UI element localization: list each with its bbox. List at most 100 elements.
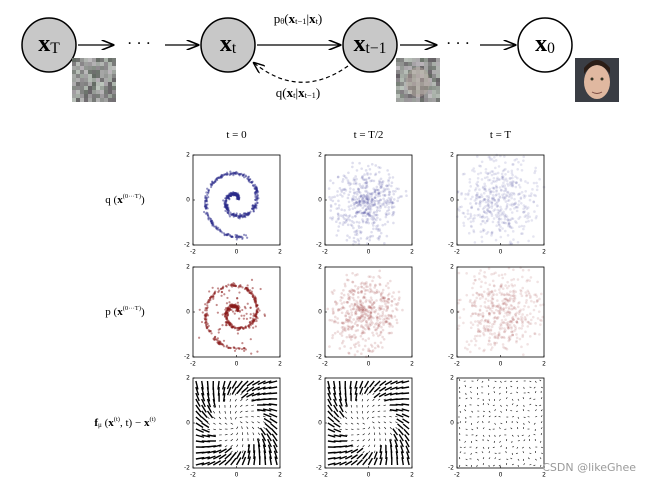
noise-pixel bbox=[100, 62, 104, 66]
sample-point bbox=[370, 199, 373, 202]
sample-point bbox=[495, 178, 499, 181]
sample-point bbox=[235, 308, 238, 311]
sample-point bbox=[369, 311, 373, 315]
sample-point bbox=[515, 320, 519, 324]
sample-point bbox=[400, 195, 403, 198]
sample-point bbox=[513, 297, 517, 300]
sample-point bbox=[230, 214, 234, 217]
sample-point bbox=[366, 193, 369, 196]
sample-point bbox=[535, 214, 538, 218]
sample-point bbox=[340, 326, 344, 329]
vector bbox=[219, 428, 222, 430]
sample-point bbox=[489, 211, 493, 214]
vector bbox=[242, 438, 244, 442]
vector bbox=[403, 428, 410, 436]
sample-point bbox=[352, 236, 356, 240]
noise-pixel bbox=[404, 94, 408, 98]
noise-pixel bbox=[100, 66, 104, 70]
sample-point bbox=[376, 188, 380, 192]
vector bbox=[267, 444, 272, 454]
vector bbox=[246, 426, 249, 430]
sample-point bbox=[511, 183, 515, 186]
y-tick-label: -2 bbox=[316, 242, 322, 249]
sample-point bbox=[370, 214, 373, 218]
vector bbox=[492, 404, 495, 406]
sample-point bbox=[378, 218, 382, 221]
sample-point bbox=[383, 296, 386, 300]
vector bbox=[390, 432, 392, 436]
sample-point bbox=[386, 199, 390, 203]
sample-point bbox=[481, 186, 485, 190]
sample-point bbox=[494, 194, 498, 197]
sample-point bbox=[479, 200, 482, 203]
sample-point bbox=[251, 181, 254, 184]
sample-point bbox=[510, 226, 514, 230]
sample-point bbox=[365, 309, 368, 312]
vector bbox=[362, 458, 369, 466]
vector bbox=[465, 458, 468, 461]
sample-point bbox=[373, 291, 377, 295]
sample-point bbox=[355, 210, 359, 214]
vector bbox=[516, 404, 519, 407]
sample-point bbox=[366, 199, 370, 202]
sample-point bbox=[486, 292, 489, 295]
noise-pixel bbox=[436, 82, 440, 86]
sample-point bbox=[501, 221, 504, 224]
sample-point bbox=[382, 308, 386, 311]
sample-point bbox=[486, 203, 489, 207]
sample-point bbox=[476, 207, 480, 211]
sample-point bbox=[479, 293, 482, 296]
sample-point bbox=[529, 295, 532, 298]
sample-point bbox=[364, 208, 368, 212]
sample-point bbox=[493, 335, 497, 338]
sample-point bbox=[337, 308, 340, 312]
sample-point bbox=[512, 163, 515, 166]
sample-point bbox=[507, 284, 511, 288]
sample-point bbox=[363, 204, 366, 208]
vector bbox=[242, 450, 244, 454]
sample-point bbox=[510, 196, 513, 200]
sample-point bbox=[474, 278, 477, 282]
sample-point bbox=[501, 175, 504, 178]
sample-point bbox=[501, 184, 504, 187]
sample-point bbox=[372, 199, 375, 202]
sample-point bbox=[366, 289, 370, 292]
sample-point bbox=[479, 304, 483, 308]
sample-point bbox=[387, 286, 390, 290]
noise-pixel bbox=[108, 94, 112, 98]
sample-point bbox=[360, 198, 364, 202]
sample-point bbox=[236, 301, 239, 304]
sample-point bbox=[518, 326, 521, 330]
sample-point bbox=[374, 188, 378, 192]
sample-point bbox=[506, 170, 510, 173]
noise-pixel bbox=[108, 66, 112, 70]
sample-point bbox=[345, 318, 348, 321]
sample-point bbox=[472, 282, 476, 285]
sample-point bbox=[516, 193, 520, 196]
sample-point bbox=[365, 201, 369, 205]
sample-point bbox=[354, 214, 357, 218]
sample-point bbox=[345, 311, 348, 315]
noise-pixel bbox=[92, 78, 96, 82]
sample-point bbox=[511, 333, 514, 337]
sample-point bbox=[241, 341, 244, 345]
sample-point bbox=[366, 164, 370, 168]
sample-point bbox=[531, 188, 534, 191]
vector bbox=[499, 427, 501, 430]
sample-point bbox=[376, 192, 380, 196]
sample-point bbox=[522, 308, 525, 311]
sample-point bbox=[502, 210, 505, 214]
sample-point bbox=[344, 218, 348, 221]
sample-point bbox=[497, 197, 500, 201]
sample-point bbox=[254, 190, 257, 194]
sample-point bbox=[503, 297, 507, 301]
sample-point bbox=[217, 331, 220, 334]
sample-point bbox=[357, 203, 361, 207]
sample-point bbox=[503, 155, 506, 158]
sample-point bbox=[340, 292, 344, 295]
sample-point bbox=[477, 314, 480, 317]
sample-point bbox=[370, 298, 374, 302]
vector bbox=[523, 386, 525, 389]
sample-point bbox=[382, 323, 385, 326]
sample-point bbox=[360, 211, 363, 215]
